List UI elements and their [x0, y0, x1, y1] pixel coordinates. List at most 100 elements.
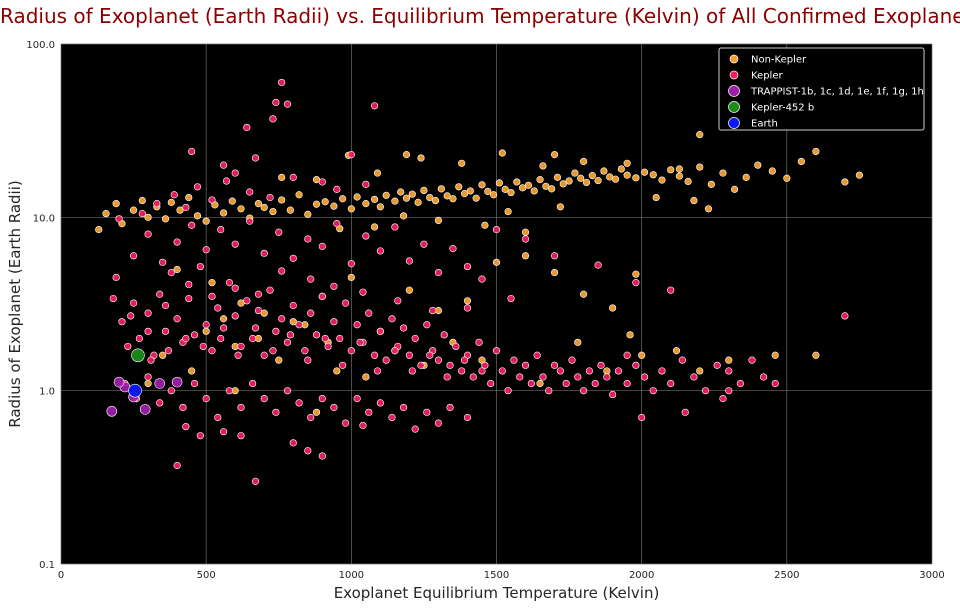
data-point [159, 258, 167, 266]
data-point [623, 171, 631, 179]
x-tick-label: 2500 [774, 570, 799, 581]
data-point [269, 347, 277, 355]
data-point [539, 373, 547, 381]
data-point [484, 187, 492, 196]
data-point [272, 408, 280, 416]
data-point [228, 197, 236, 205]
data-point [330, 403, 338, 412]
data-point [556, 203, 564, 211]
data-point [632, 279, 640, 287]
data-point [318, 242, 326, 250]
data-point [623, 159, 631, 167]
data-point [190, 331, 199, 339]
data-point [144, 309, 152, 317]
data-point [562, 379, 570, 388]
data-point [559, 180, 567, 188]
data-point [632, 361, 640, 369]
data-point [399, 212, 408, 220]
data-point [603, 373, 611, 381]
data-point [231, 312, 239, 320]
data-point [675, 172, 684, 180]
data-point [118, 318, 126, 326]
data-point [275, 356, 283, 364]
data-point [318, 292, 326, 300]
data-point [550, 268, 559, 277]
data-point [202, 327, 210, 335]
data-point [760, 373, 768, 381]
data-point [362, 232, 370, 240]
data-point [707, 180, 715, 188]
data-point [144, 379, 152, 388]
data-point [402, 194, 411, 202]
data-point [272, 98, 280, 107]
data-point [402, 151, 411, 159]
data-point [173, 461, 181, 470]
series-earth [128, 383, 142, 398]
data-point [667, 166, 675, 174]
data-point [411, 334, 419, 343]
data-point [783, 174, 791, 182]
data-point [225, 387, 233, 395]
data-point [626, 331, 634, 339]
data-point [196, 262, 204, 271]
data-point [370, 195, 379, 203]
data-point [373, 367, 382, 375]
data-point [307, 275, 315, 283]
data-point [640, 373, 649, 381]
data-point [289, 318, 297, 326]
data-point [312, 331, 321, 339]
data-point [411, 425, 419, 433]
data-point [696, 163, 704, 171]
data-point [649, 171, 657, 179]
data-point [504, 387, 512, 395]
data-point [324, 342, 332, 351]
data-point [283, 387, 292, 395]
data-point [446, 361, 454, 369]
data-point [341, 419, 350, 427]
y-tick-label: 100.0 [26, 40, 55, 51]
data-point [463, 262, 472, 271]
data-point [594, 176, 602, 185]
data-point [173, 265, 181, 274]
data-point [237, 342, 245, 351]
data-point [550, 252, 559, 260]
data-point [609, 304, 617, 312]
legend-marker [729, 70, 739, 80]
data-point [742, 173, 750, 181]
data-point [463, 297, 472, 305]
data-point [437, 185, 445, 193]
data-point [585, 367, 594, 375]
data-point [193, 183, 202, 191]
data-point [414, 198, 422, 206]
data-point [548, 185, 556, 193]
data-point [579, 157, 588, 166]
data-point [405, 257, 414, 265]
data-point [516, 373, 524, 381]
data-point [138, 196, 146, 205]
data-point [188, 221, 196, 229]
data-point [243, 123, 251, 132]
data-point [420, 186, 428, 195]
data-point [597, 361, 605, 369]
data-point [109, 294, 117, 303]
data-point [408, 190, 416, 198]
data-point [359, 421, 367, 430]
data-point [725, 356, 733, 364]
data-point [423, 321, 431, 329]
x-tick-label: 1000 [339, 570, 364, 581]
data-point [167, 198, 175, 206]
data-point [495, 179, 504, 187]
data-point [609, 390, 617, 399]
data-point [219, 324, 228, 332]
data-point [652, 193, 660, 202]
data-point [362, 180, 370, 188]
data-point [219, 161, 228, 169]
data-point [446, 403, 454, 412]
data-point [469, 373, 477, 381]
data-point [591, 379, 599, 388]
legend-marker [728, 117, 740, 129]
data-point [487, 379, 495, 388]
data-point [426, 351, 434, 359]
data-point [748, 356, 756, 364]
data-point [188, 367, 196, 375]
